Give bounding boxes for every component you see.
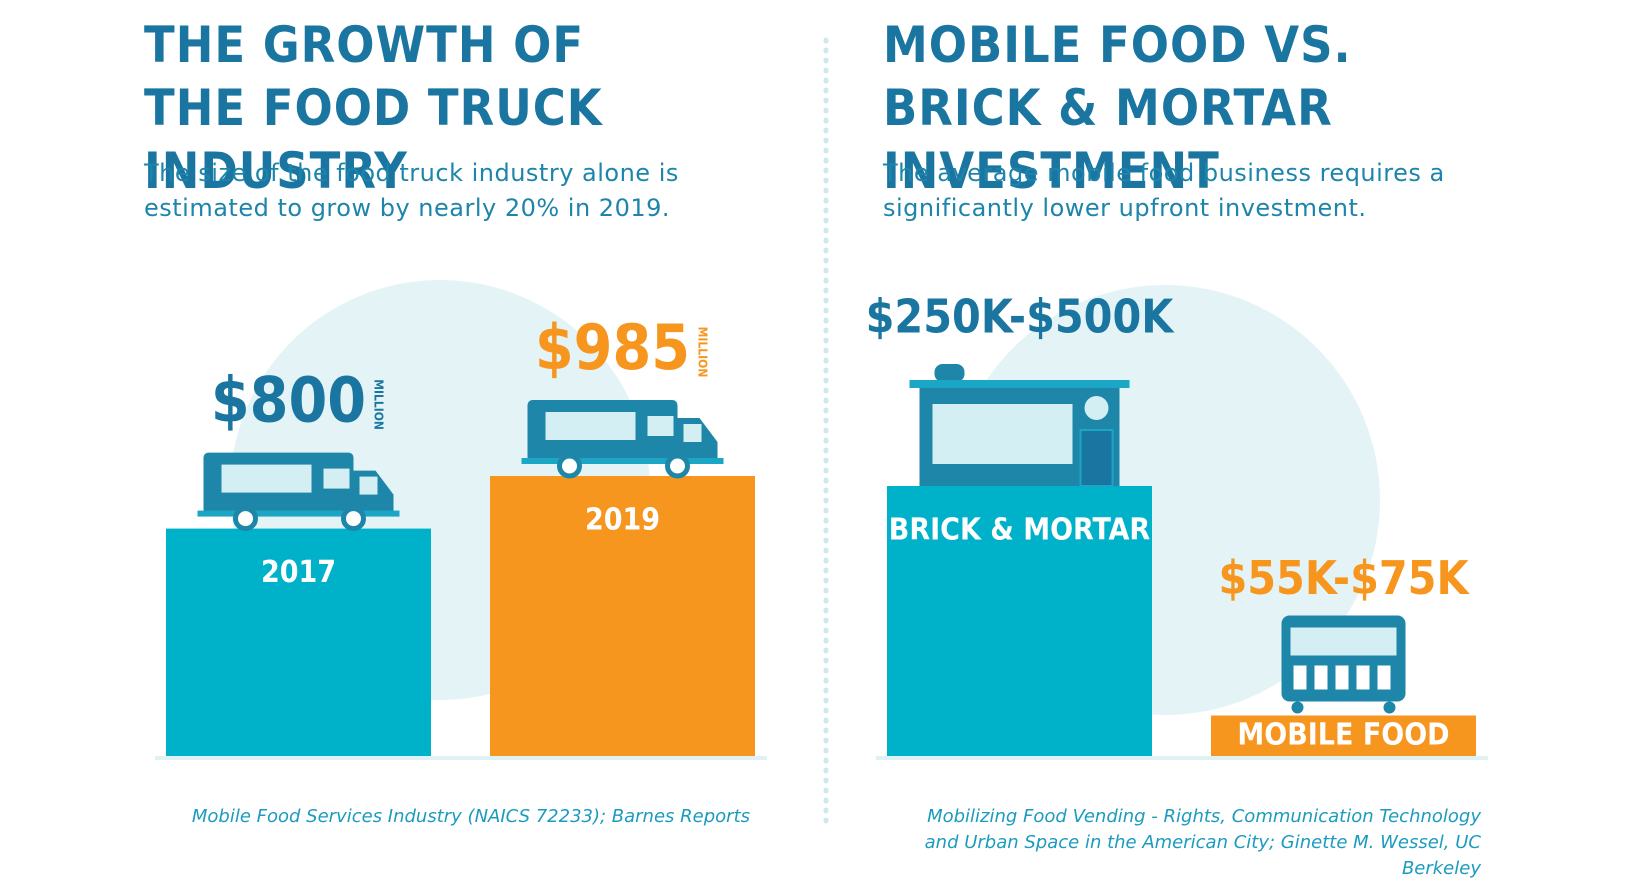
chart-title: MOBILE FOOD VS. BRICK & MORTAR INVESTMEN…: [883, 16, 1352, 200]
category-label: MOBILE FOOD: [1237, 717, 1449, 752]
store-roof: [909, 380, 1130, 388]
category-label: BRICK & MORTAR: [889, 513, 1151, 548]
cart-stripe: [1356, 665, 1370, 690]
bar: [490, 476, 755, 756]
cart-window: [1290, 627, 1397, 656]
value-label: $800: [211, 364, 366, 437]
truck-icon: [197, 452, 400, 532]
truck-window: [545, 412, 636, 440]
truck-wheel: [665, 453, 690, 479]
store-door: [1079, 429, 1114, 487]
truck-window: [221, 464, 312, 493]
bar: [1211, 715, 1476, 756]
value-label: $250K-$500K: [866, 290, 1176, 344]
source: Mobile Food Services Industry (NAICS 722…: [191, 806, 750, 827]
truck-bumper: [521, 458, 724, 464]
store-sign: [1084, 396, 1109, 420]
cart-icon: [1281, 615, 1406, 714]
chart-title: THE GROWTH OF THE FOOD TRUCK INDUSTRY: [144, 16, 603, 200]
unit-label: MILLION: [696, 327, 710, 378]
cart-wheel: [1383, 701, 1396, 714]
category-label: 2017: [261, 555, 336, 590]
storefront-icon: [909, 364, 1130, 487]
cart-stripe: [1335, 665, 1349, 690]
truck-wheel: [233, 506, 258, 532]
chart-subtitle: The size of the food truck industry alon…: [144, 159, 679, 222]
truck-bumper: [197, 510, 400, 517]
cart-stripe: [1377, 665, 1391, 690]
cart-stripe: [1293, 665, 1307, 690]
truck-icon: [521, 400, 724, 479]
source: Mobilizing Food Vending - Rights, Commun…: [924, 806, 1481, 879]
category-label: 2019: [585, 503, 660, 538]
bar: [887, 486, 1152, 756]
truck-window: [359, 476, 378, 495]
bar: [166, 528, 431, 756]
store-window: [932, 404, 1073, 464]
store-chimney: [934, 364, 965, 382]
cart-wheel: [1291, 701, 1304, 714]
truck-window: [647, 416, 674, 436]
truck-wheel: [557, 453, 582, 479]
value-label: $985: [535, 311, 690, 384]
unit-label: MILLION: [372, 379, 386, 430]
chart-subtitle: The average mobile food business require…: [883, 159, 1445, 222]
truck-window: [683, 424, 702, 442]
truck-wheel: [341, 506, 366, 532]
value-label: $55K-$75K: [1218, 551, 1470, 605]
cart-stripe: [1314, 665, 1328, 690]
truck-window: [323, 468, 350, 489]
